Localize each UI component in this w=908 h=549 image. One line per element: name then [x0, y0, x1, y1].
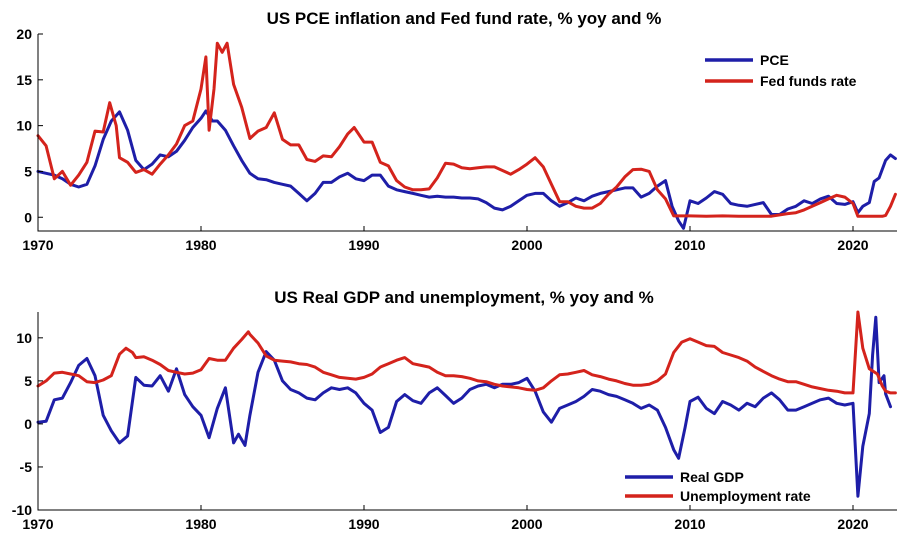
x-tick-label: 1990	[348, 237, 379, 253]
chart-legend: Real GDP Unemployment rate	[625, 469, 811, 504]
y-tick-label: 0	[24, 416, 32, 432]
x-tick-label: 2010	[674, 237, 705, 253]
series-line-pce	[36, 109, 897, 230]
y-tick-label: -10	[12, 502, 32, 518]
x-tick-label: 1970	[22, 516, 53, 532]
x-tick-label: 2000	[511, 237, 542, 253]
y-tick-label: 5	[24, 163, 32, 179]
y-tick-label: 10	[16, 118, 32, 134]
x-tick-label: 1970	[22, 237, 53, 253]
x-tick-label: 1980	[185, 237, 216, 253]
y-tick-label: 5	[24, 373, 32, 389]
y-tick-label: 0	[24, 209, 32, 225]
x-tick-label: 1990	[348, 516, 379, 532]
legend-label: Real GDP	[680, 469, 744, 485]
y-tick-label: -5	[20, 459, 33, 475]
chart-legend: PCE Fed funds rate	[705, 52, 857, 89]
legend-label: PCE	[760, 52, 789, 68]
x-tick-label: 2000	[511, 516, 542, 532]
x-tick-label: 2020	[837, 516, 868, 532]
y-tick-label: 15	[16, 72, 32, 88]
gdp-unemployment-panel: US Real GDP and unemployment, % yoy and …	[12, 288, 897, 532]
legend-label: Unemployment rate	[680, 488, 811, 504]
pce-fed-panel: US PCE inflation and Fed fund rate, % yo…	[16, 9, 897, 253]
x-tick-label: 1980	[185, 516, 216, 532]
axis-frame	[37, 312, 897, 511]
series-line-real-gdp	[36, 315, 892, 498]
series-line-fed-funds-rate	[36, 41, 897, 218]
top-chart-title: US PCE inflation and Fed fund rate, % yo…	[267, 9, 662, 28]
x-tick-label: 2020	[837, 237, 868, 253]
y-tick-label: 10	[16, 330, 32, 346]
y-tick-label: 20	[16, 26, 32, 42]
legend-label: Fed funds rate	[760, 73, 857, 89]
bottom-chart-title: US Real GDP and unemployment, % yoy and …	[274, 288, 653, 307]
series-line-unemployment-rate	[36, 310, 897, 395]
x-tick-label: 2010	[674, 516, 705, 532]
